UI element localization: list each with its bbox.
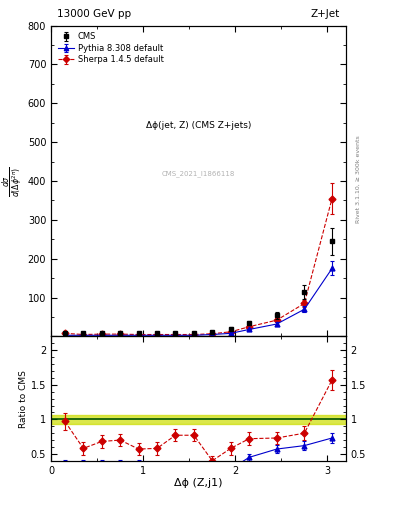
- Text: Rivet 3.1.10, ≥ 300k events: Rivet 3.1.10, ≥ 300k events: [356, 135, 361, 223]
- Text: Δϕ(jet, Z) (CMS Z+jets): Δϕ(jet, Z) (CMS Z+jets): [146, 120, 251, 130]
- Text: CMS_2021_I1866118: CMS_2021_I1866118: [162, 170, 235, 177]
- Y-axis label: $\frac{d\sigma}{d(\Delta\phi^{2\pi})}$: $\frac{d\sigma}{d(\Delta\phi^{2\pi})}$: [1, 165, 26, 197]
- Y-axis label: Ratio to CMS: Ratio to CMS: [19, 370, 28, 428]
- Legend: CMS, Pythia 8.308 default, Sherpa 1.4.5 default: CMS, Pythia 8.308 default, Sherpa 1.4.5 …: [55, 30, 166, 67]
- X-axis label: Δϕ (Z,j1): Δϕ (Z,j1): [174, 478, 223, 488]
- Text: Z+Jet: Z+Jet: [311, 9, 340, 19]
- Bar: [51, 415, 346, 424]
- Text: 13000 GeV pp: 13000 GeV pp: [57, 9, 131, 19]
